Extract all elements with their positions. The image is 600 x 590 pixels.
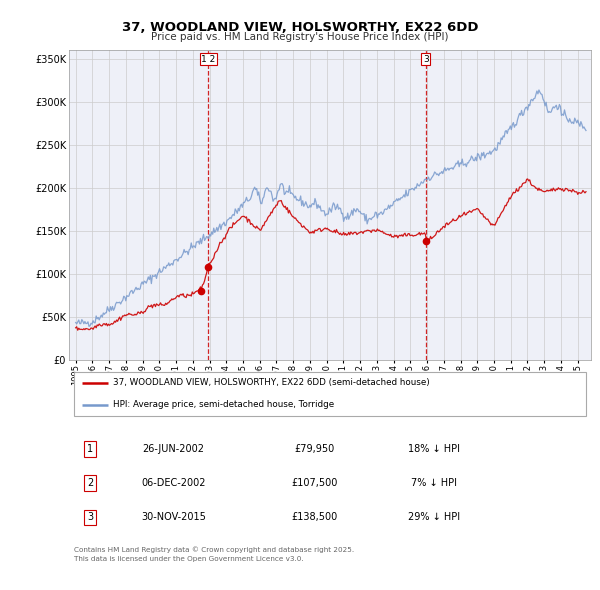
- Text: £138,500: £138,500: [291, 513, 337, 522]
- Text: 06-DEC-2002: 06-DEC-2002: [141, 478, 206, 488]
- Text: HPI: Average price, semi-detached house, Torridge: HPI: Average price, semi-detached house,…: [113, 400, 334, 409]
- Text: 37, WOODLAND VIEW, HOLSWORTHY, EX22 6DD (semi-detached house): 37, WOODLAND VIEW, HOLSWORTHY, EX22 6DD …: [113, 378, 430, 387]
- Text: 37, WOODLAND VIEW, HOLSWORTHY, EX22 6DD: 37, WOODLAND VIEW, HOLSWORTHY, EX22 6DD: [122, 21, 478, 34]
- FancyBboxPatch shape: [74, 372, 586, 416]
- Text: £79,950: £79,950: [294, 444, 334, 454]
- Text: 2: 2: [87, 478, 93, 488]
- Text: 26-JUN-2002: 26-JUN-2002: [142, 444, 205, 454]
- Text: 1: 1: [87, 444, 93, 454]
- Text: 3: 3: [423, 55, 428, 64]
- Text: Contains HM Land Registry data © Crown copyright and database right 2025.
This d: Contains HM Land Registry data © Crown c…: [74, 546, 355, 562]
- Text: 1 2: 1 2: [201, 55, 215, 64]
- Text: 3: 3: [87, 513, 93, 522]
- Text: Price paid vs. HM Land Registry's House Price Index (HPI): Price paid vs. HM Land Registry's House …: [151, 32, 449, 42]
- Text: £107,500: £107,500: [291, 478, 338, 488]
- Text: 7% ↓ HPI: 7% ↓ HPI: [412, 478, 457, 488]
- Text: 30-NOV-2015: 30-NOV-2015: [141, 513, 206, 522]
- Text: 29% ↓ HPI: 29% ↓ HPI: [409, 513, 460, 522]
- Text: 18% ↓ HPI: 18% ↓ HPI: [409, 444, 460, 454]
